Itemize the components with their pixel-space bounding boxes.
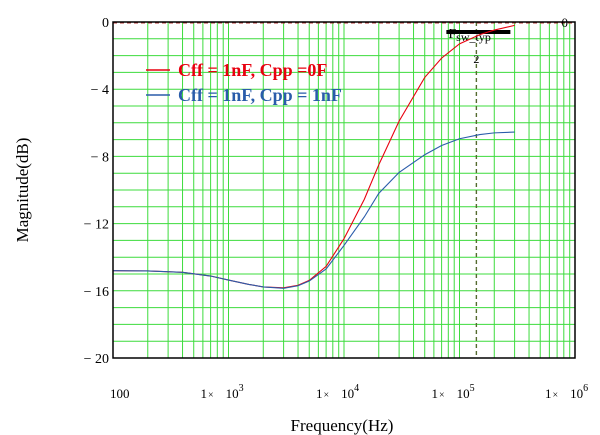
y-tick-labels: 0 − 4 − 8 − 12 − 16 − 20 (84, 16, 109, 367)
y-tick-label: − 8 (91, 150, 109, 165)
series-line-1 (112, 131, 515, 289)
y-tick-label: − 12 (84, 218, 109, 233)
plot-frame (112, 21, 576, 359)
legend: Cff = 1nF, Cpp =0F Cff = 1nF, Cpp = 1nF (146, 60, 342, 105)
y-axis-title: Magnitude(dB) (13, 138, 32, 243)
marker-index: 2 (473, 52, 479, 66)
y-tick-label: − 20 (84, 352, 109, 367)
x-axis-title: Frequency(Hz) (291, 416, 394, 435)
marker-label: Fsw_typ (448, 27, 490, 44)
y-tick-label: − 16 (84, 285, 109, 300)
legend-label-series-0: Cff = 1nF, Cpp =0F (178, 60, 327, 80)
y-tick-label: − 4 (91, 83, 109, 98)
y-tick-label: 0 (102, 16, 109, 31)
series-lines (112, 24, 515, 289)
x-tick-label: 100 (110, 386, 130, 401)
legend-label-series-1: Cff = 1nF, Cpp = 1nF (178, 85, 342, 105)
